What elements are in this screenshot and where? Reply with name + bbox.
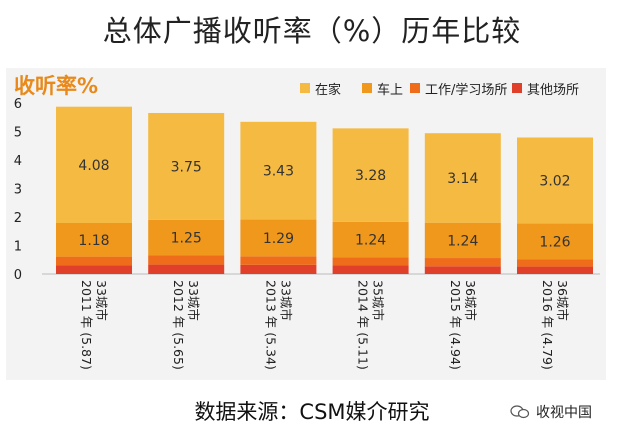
data-label-car: 1.25 [171,231,202,247]
x-tick-line: 2015 年 (4.94) [448,280,463,370]
data-label-home: 3.14 [447,171,478,187]
legend-swatch-other [512,83,522,93]
bar-segment-work [56,256,132,266]
bar-segment-other [517,266,593,274]
y-axis-label: 收听率% [14,74,99,98]
data-label-home: 3.75 [171,159,202,175]
bar-segment-car [332,221,409,258]
x-tick-line: 2016 年 (4.79) [540,280,555,370]
data-label-car: 1.24 [355,233,386,249]
data-label-car: 1.24 [447,233,478,249]
bar-segment-car [148,219,225,256]
x-tick-line: 2012 年 (5.65) [171,280,186,370]
legend-swatch-car [362,83,372,93]
legend-label-other: 其他场所 [527,82,580,98]
bar-segment-other [148,264,225,274]
x-tick-line: 33城市 [186,280,201,321]
bar-segment-work [424,258,501,267]
data-label-home: 3.02 [539,174,570,190]
bar-segment-home [240,121,317,220]
y-tick-label: 6 [14,97,22,112]
x-tick-line: 36城市 [555,280,570,321]
bar-segment-home [56,106,132,223]
legend-label-car: 车上 [377,82,404,98]
x-tick-line: 35城市 [371,280,386,321]
wechat-bubbles-icon [510,405,530,419]
legend-item-home: 在家 [300,80,342,98]
y-tick-label: 5 [14,126,22,141]
bar-segment-car [517,223,593,260]
legend-item-other: 其他场所 [512,80,580,98]
y-tick-label: 4 [14,154,22,169]
bar-segment-home [148,112,225,220]
x-tick-line: 2011 年 (5.87) [79,280,94,370]
bar-segment-home [332,128,409,222]
x-tick-line: 36城市 [463,280,478,321]
legend-item-work: 工作/学习场所 [410,80,508,98]
bar-segment-home [517,137,593,224]
bar-segment-other [424,266,501,274]
bar-segment-other [332,265,409,274]
bar-segment-car [424,222,501,259]
y-tick-label: 2 [14,211,22,226]
brand-name: 收视中国 [536,405,592,421]
legend-label-home: 在家 [315,82,342,98]
bar-segment-home [424,133,501,223]
data-label-home: 3.43 [263,164,294,180]
bar-segment-work [240,256,317,265]
data-label-car: 1.18 [78,233,109,249]
data-label-car: 1.26 [539,235,570,251]
bar-segment-other [56,265,132,274]
x-tick-line: 33城市 [278,280,293,321]
y-tick-label: 0 [14,268,22,283]
bar-segment-other [240,264,317,274]
legend-label-work: 工作/学习场所 [425,82,508,98]
data-label-car: 1.29 [263,231,294,247]
chart-title: 总体广播收听率（%）历年比较 [102,14,522,48]
x-tick-line: 2013 年 (5.34) [263,280,278,370]
y-tick-label: 1 [14,240,22,255]
x-tick-line: 2014 年 (5.11) [356,280,371,370]
bar-segment-work [332,257,409,266]
data-label-home: 3.28 [355,168,386,184]
bar-segment-work [517,259,593,267]
bar-segment-work [148,255,225,265]
bar-segment-car [240,219,317,257]
legend-item-car: 车上 [362,80,404,98]
brand-watermark: 收视中国 [510,402,592,422]
data-label-home: 4.08 [78,158,109,174]
x-tick-line: 33城市 [94,280,109,321]
legend-swatch-home [300,83,310,93]
y-tick-label: 3 [14,183,22,198]
data-source: 数据来源：CSM媒介研究 [194,400,430,424]
legend-swatch-work [410,83,420,93]
bar-segment-car [56,222,132,257]
